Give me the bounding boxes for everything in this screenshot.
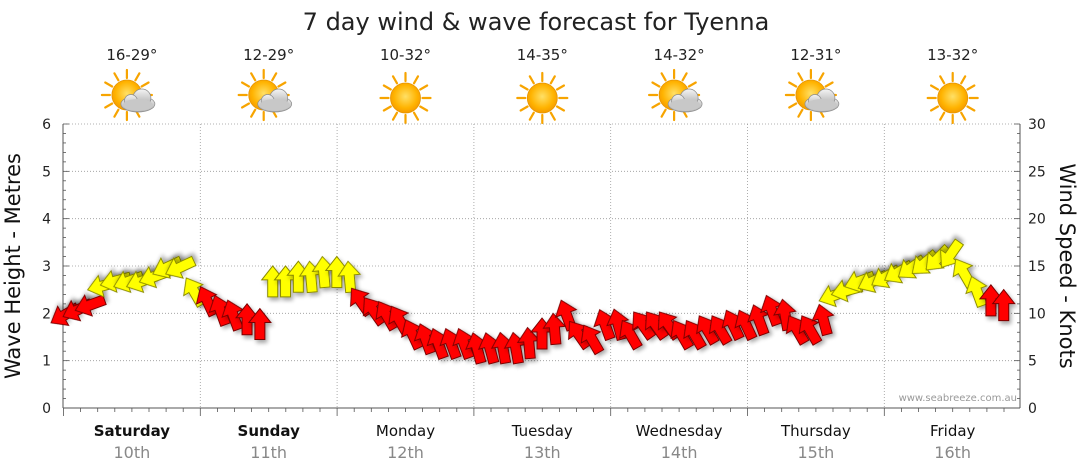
right-tick-label: 20 [1028, 212, 1046, 228]
wind-arrows [50, 238, 1016, 365]
day-labels: Saturday 10th Sunday 11th Monday 12th Tuesday 1… [94, 422, 976, 462]
sun-icon [379, 71, 432, 125]
right-tick-label: 25 [1028, 164, 1046, 180]
chart-title: 7 day wind & wave forecast for Tyenna [303, 8, 770, 36]
day-temperature: 10-32° [380, 46, 431, 64]
day-name: Sunday [238, 422, 301, 440]
wind-arrow [542, 312, 567, 346]
wind-arrow [965, 275, 988, 309]
day-date: 11th [250, 443, 287, 462]
right-tick-label: 0 [1028, 401, 1037, 417]
wind-arrow [247, 307, 272, 341]
weather-icons [100, 68, 979, 125]
sun-cloud-icon [237, 68, 293, 122]
day-temperature: 14-35° [517, 46, 568, 64]
day-temperature: 12-31° [790, 46, 841, 64]
day-temperature: 14-32° [654, 46, 705, 64]
day-name: Saturday [94, 422, 171, 440]
wind-arrow [811, 303, 835, 337]
day-name: Tuesday [511, 422, 573, 440]
day-date: 12th [387, 443, 424, 462]
wind-arrow [798, 315, 823, 346]
wind-arrow [619, 319, 643, 351]
left-tick-label: 2 [42, 306, 51, 322]
right-tick-label: 30 [1028, 117, 1046, 133]
day-date: 15th [798, 443, 835, 462]
left-axis-label: Wave Height - Metres [1, 153, 25, 379]
day-name: Wednesday [636, 422, 723, 440]
day-date: 14th [661, 443, 698, 462]
day-name: Monday [376, 422, 435, 440]
wind-arrow [74, 294, 107, 317]
sun-icon [516, 71, 569, 125]
day-name: Friday [930, 422, 976, 440]
wind-arrow [580, 324, 605, 356]
left-tick-label: 3 [42, 259, 51, 275]
temperature-row: 16-29° 12-29° 10-32° 14-35° 14-32° 12-31° 13-3… [106, 46, 978, 64]
wind-arrow [337, 260, 362, 294]
sun-icon [926, 71, 979, 125]
right-tick-label: 10 [1028, 306, 1046, 322]
day-temperature: 16-29° [106, 46, 157, 64]
sun-cloud-icon [100, 68, 156, 122]
grid [63, 123, 1020, 408]
sun-cloud-icon [784, 68, 840, 122]
left-tick-label: 0 [42, 401, 51, 417]
right-axis-label: Wind Speed - Knots [1055, 163, 1079, 368]
axes: 0 1 2 3 4 5 6 0 5 10 15 20 25 30 [42, 117, 1046, 417]
right-tick-label: 5 [1028, 354, 1037, 370]
wind-arrow [991, 288, 1016, 322]
day-temperature: 13-32° [927, 46, 978, 64]
day-name: Thursday [780, 422, 851, 440]
wind-arrow [164, 255, 197, 279]
day-date: 16th [934, 443, 971, 462]
day-temperature: 12-29° [243, 46, 294, 64]
sun-cloud-icon [647, 68, 703, 122]
left-tick-label: 6 [42, 117, 51, 133]
left-tick-label: 1 [42, 354, 51, 370]
day-date: 10th [114, 443, 151, 462]
right-tick-label: 15 [1028, 259, 1046, 275]
credit-text: www.seabreeze.com.au [899, 393, 1017, 404]
day-date: 13th [524, 443, 561, 462]
left-tick-label: 4 [42, 212, 51, 228]
left-tick-label: 5 [42, 164, 51, 180]
